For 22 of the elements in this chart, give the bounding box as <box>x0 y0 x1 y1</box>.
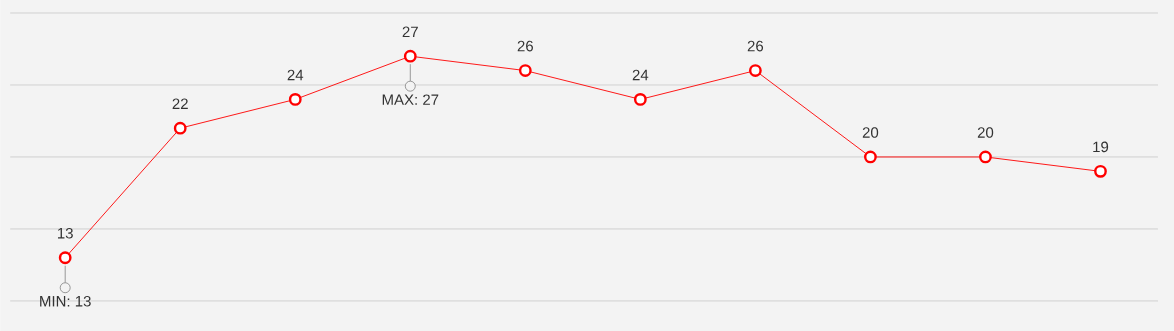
point <box>58 251 72 265</box>
point <box>979 150 992 164</box>
data-label: 20 <box>862 127 879 138</box>
point <box>1094 165 1107 178</box>
data-label: 20 <box>977 127 994 138</box>
annotation: MIN: 13 <box>40 295 91 307</box>
point <box>864 150 877 164</box>
point <box>518 64 532 78</box>
annotation: MAX: 27 <box>382 94 439 105</box>
data-label: 22 <box>172 98 188 110</box>
data-label: 24 <box>632 69 649 81</box>
data-label: 26 <box>747 40 764 52</box>
point <box>288 93 302 106</box>
point <box>748 64 762 78</box>
data-label: 24 <box>287 69 304 81</box>
point <box>403 49 417 63</box>
data-label: 26 <box>517 40 533 52</box>
data-label: 19 <box>1093 141 1109 153</box>
point <box>633 93 647 106</box>
data-label: 13 <box>57 227 73 239</box>
point <box>173 121 187 135</box>
data-label: 27 <box>402 26 418 38</box>
